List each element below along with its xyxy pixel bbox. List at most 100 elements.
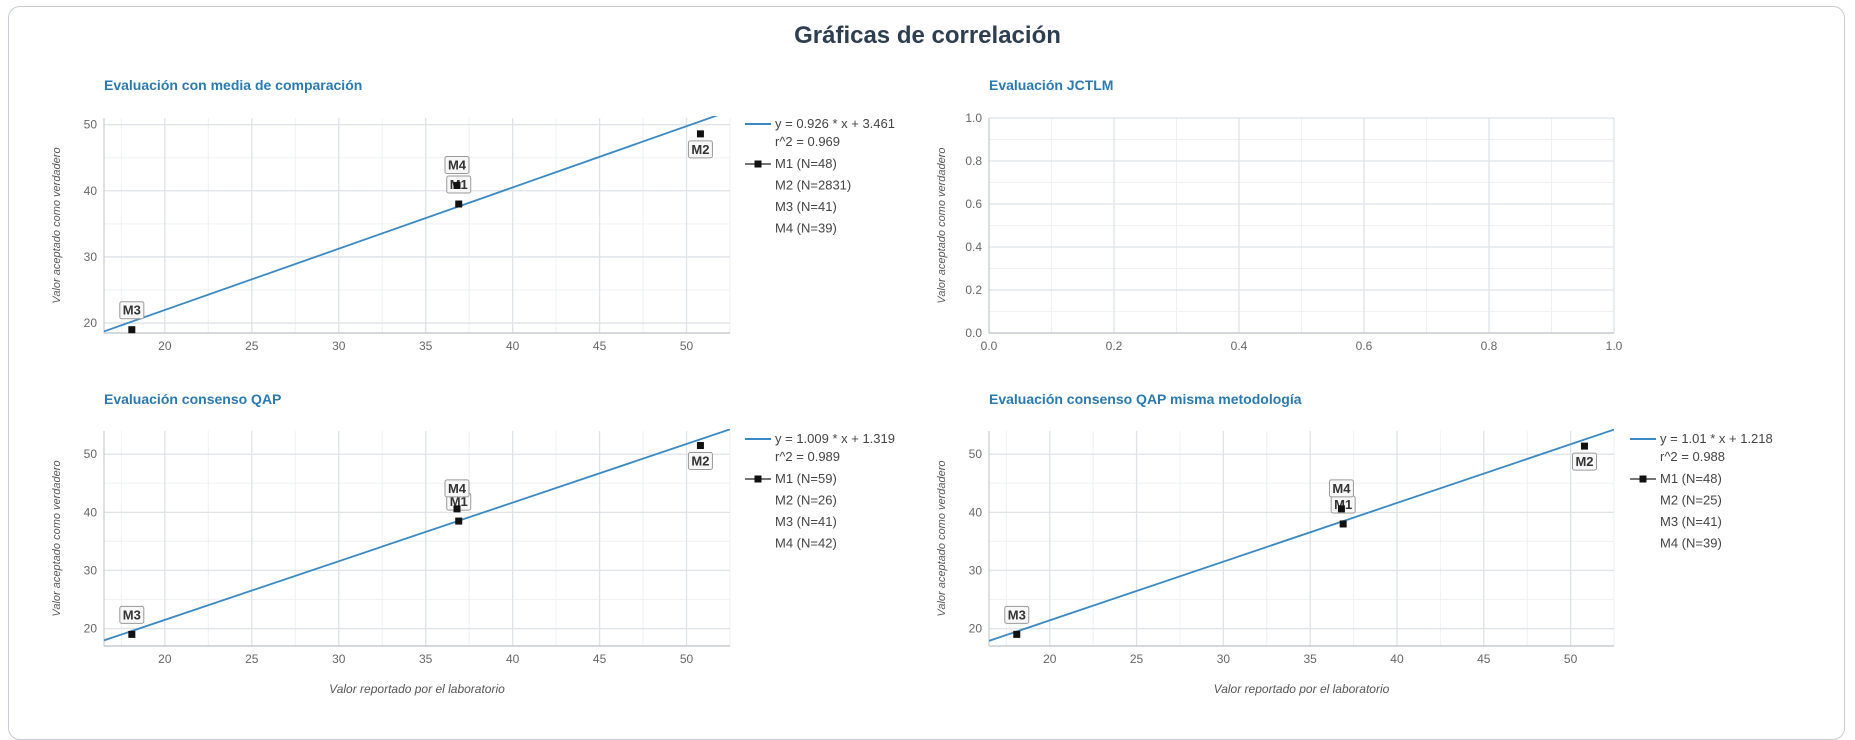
- point-label: M1: [450, 494, 468, 509]
- data-point-m1: [455, 517, 463, 525]
- x-tick-label: 40: [506, 652, 520, 666]
- data-point-m2: [696, 130, 704, 138]
- y-tick-label: 50: [969, 447, 983, 461]
- legend-equation: y = 1.009 * x + 1.319: [775, 431, 895, 446]
- legend-entry: M2 (N=26): [775, 493, 837, 508]
- page-title: Gráficas de correlación: [794, 22, 1061, 49]
- point-label: M3: [123, 303, 141, 318]
- legend-marker: [754, 475, 762, 483]
- y-tick-label: 30: [84, 563, 98, 577]
- y-axis-label: Valor aceptado como verdadero: [936, 147, 948, 303]
- x-tick-label: 0.6: [1356, 339, 1373, 353]
- point-label-box: [444, 155, 470, 174]
- chart-panel-3: Evaluación consenso QAP 20 25 30 35 40 45 50 20 3…: [51, 391, 895, 696]
- y-tick-label: 50: [84, 118, 98, 132]
- regression-line: [989, 429, 1614, 642]
- y-tick-label: 0.0: [965, 326, 982, 340]
- x-tick-label: 50: [680, 339, 694, 353]
- point-label: M2: [691, 454, 709, 469]
- x-tick-label: 20: [158, 339, 172, 353]
- chart-title: Evaluación JCTLM: [989, 77, 1113, 93]
- x-tick-label: 35: [419, 339, 433, 353]
- x-tick-label: 30: [332, 652, 346, 666]
- x-tick-label: 25: [245, 339, 259, 353]
- x-tick-label: 45: [593, 339, 607, 353]
- y-axis-label: Valor aceptado como verdadero: [51, 147, 63, 303]
- legend-marker: [1639, 475, 1647, 483]
- point-label-box: [687, 140, 713, 159]
- y-tick-label: 50: [84, 447, 98, 461]
- x-tick-label: 40: [1390, 652, 1404, 666]
- legend-entry: M2 (N=25): [1660, 493, 1722, 508]
- y-tick-label: 1.0: [965, 111, 982, 125]
- x-tick-label: 25: [1130, 652, 1144, 666]
- charts-card: [8, 6, 1845, 740]
- point-label-box: [1328, 479, 1354, 498]
- chart-title: Evaluación consenso QAP misma metodologí…: [989, 391, 1302, 407]
- data-point-m4: [1337, 505, 1345, 513]
- legend-entry: M3 (N=41): [1660, 514, 1722, 529]
- y-tick-label: 40: [969, 505, 983, 519]
- point-label: M3: [123, 607, 141, 622]
- data-point-m1: [455, 200, 463, 208]
- data-point-m3: [1013, 630, 1021, 638]
- point-label-box: [687, 452, 713, 471]
- y-tick-label: 20: [84, 622, 98, 636]
- x-tick-label: 0.0: [981, 339, 998, 353]
- point-label-box: [1004, 605, 1030, 624]
- data-point-m3: [128, 630, 136, 638]
- x-tick-label: 25: [245, 652, 259, 666]
- x-tick-label: 40: [506, 339, 520, 353]
- point-label: M2: [691, 142, 709, 157]
- x-tick-label: 45: [593, 652, 607, 666]
- x-tick-label: 50: [680, 652, 694, 666]
- y-axis-label: Valor aceptado como verdadero: [936, 460, 948, 616]
- legend-entry: M3 (N=41): [775, 514, 837, 529]
- data-point-m3: [128, 326, 136, 334]
- x-tick-label: 50: [1564, 652, 1578, 666]
- x-tick-label: 45: [1477, 652, 1491, 666]
- chart-panel-2: Evaluación JCTLM 0.0 0.2 0.4 0.6 0.8 1.0 0.0 0.2…: [936, 77, 1623, 353]
- x-tick-label: 1.0: [1606, 339, 1623, 353]
- x-tick-label: 20: [1043, 652, 1057, 666]
- y-tick-label: 0.2: [965, 283, 982, 297]
- y-tick-label: 30: [84, 250, 98, 264]
- y-tick-label: 0.8: [965, 154, 982, 168]
- point-label-box: [444, 479, 470, 498]
- legend-r2: r^2 = 0.988: [1660, 449, 1725, 464]
- legend-entry: M4 (N=39): [1660, 536, 1722, 551]
- legend-entry: M1 (N=48): [1660, 471, 1722, 486]
- point-label: M3: [1008, 607, 1026, 622]
- legend-equation: y = 1.01 * x + 1.218: [1660, 431, 1773, 446]
- legend-r2: r^2 = 0.989: [775, 449, 840, 464]
- legend-equation: y = 0.926 * x + 3.461: [775, 116, 895, 131]
- y-tick-label: 40: [84, 505, 98, 519]
- legend-entry: M4 (N=42): [775, 536, 837, 551]
- chart-title: Evaluación consenso QAP: [104, 391, 281, 407]
- x-axis-label: Valor reportado por el laboratorio: [329, 682, 505, 696]
- y-tick-label: 20: [84, 316, 98, 330]
- x-tick-label: 30: [1217, 652, 1231, 666]
- data-point-m2: [1580, 442, 1588, 450]
- legend-entry: M2 (N=2831): [775, 178, 851, 193]
- regression-line: [104, 116, 719, 333]
- x-tick-label: 35: [1304, 652, 1318, 666]
- point-label: M2: [1575, 454, 1593, 469]
- x-axis-label: Valor reportado por el laboratorio: [1214, 682, 1390, 696]
- y-tick-label: 0.4: [965, 240, 982, 254]
- point-label-box: [119, 605, 145, 624]
- point-label: M4: [1332, 481, 1351, 496]
- data-point-m2: [696, 442, 704, 450]
- point-label-box: [1571, 452, 1597, 471]
- x-tick-label: 20: [158, 652, 172, 666]
- data-point-m4: [453, 181, 461, 189]
- legend-entry: M4 (N=39): [775, 221, 837, 236]
- data-point-m1: [1339, 520, 1347, 528]
- chart-panel-4: Evaluación consenso QAP misma metodologí…: [936, 391, 1773, 696]
- data-point-m4: [453, 505, 461, 513]
- legend-marker: [754, 160, 762, 168]
- legend-r2: r^2 = 0.969: [775, 134, 840, 149]
- y-tick-label: 20: [969, 622, 983, 636]
- y-axis-label: Valor aceptado como verdadero: [51, 460, 63, 616]
